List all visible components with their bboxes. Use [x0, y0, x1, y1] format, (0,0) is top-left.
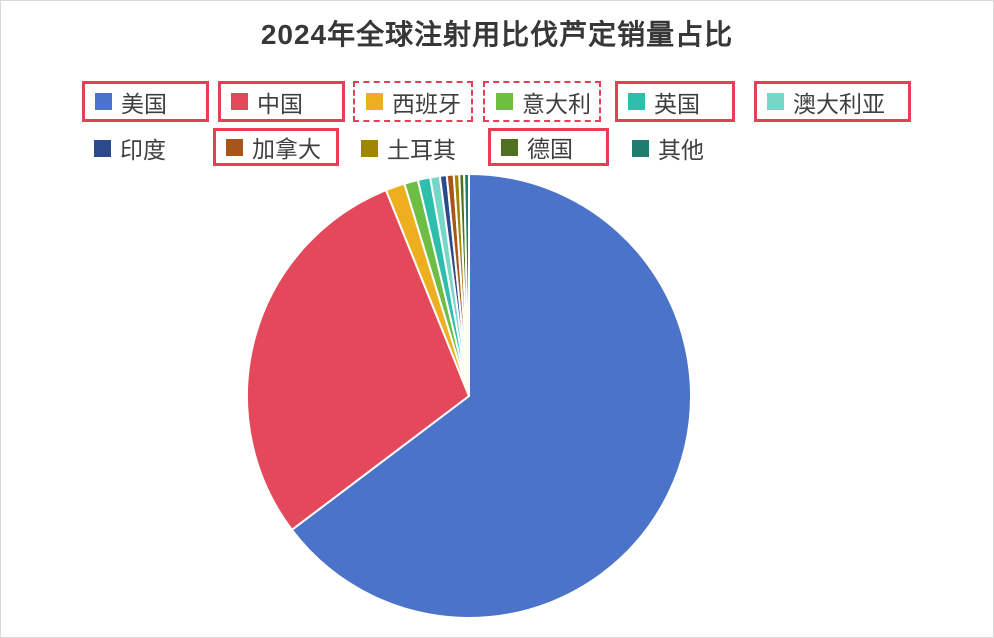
chart-title: 2024年全球注射用比伐芦定销量占比: [260, 19, 734, 50]
legend-label-india: 印度: [120, 137, 166, 163]
legend-label-spain: 西班牙: [392, 90, 461, 117]
legend-label-italy: 意大利: [522, 90, 591, 117]
legend-item-china: 中国: [218, 81, 345, 122]
legend-swatch-spain: [366, 93, 383, 110]
legend-swatch-germany: [501, 138, 518, 156]
legend-label-usa: 美国: [121, 90, 167, 117]
legend-item-india: 印度: [94, 129, 166, 167]
legend-label-turkey: 土耳其: [387, 137, 456, 163]
legend-swatch-uk: [628, 93, 645, 110]
legend-swatch-other: [632, 139, 649, 157]
legend-item-uk: 英国: [615, 81, 735, 122]
legend-item-turkey: 土耳其: [361, 129, 456, 167]
legend-label-uk: 英国: [654, 90, 700, 117]
legend-item-italy: 意大利: [483, 81, 601, 122]
pie-slice-usa: [290, 173, 692, 619]
legend-label-china: 中国: [257, 90, 303, 117]
legend-item-spain: 西班牙: [353, 81, 473, 122]
pie-slice-china: [246, 189, 470, 531]
legend-item-canada: 加拿大: [213, 128, 339, 166]
legend-label-canada: 加拿大: [252, 136, 321, 162]
legend-swatch-canada: [226, 138, 243, 156]
legend-swatch-italy: [496, 93, 513, 110]
legend-label-other: 其他: [658, 137, 704, 163]
legend-item-other: 其他: [632, 129, 704, 167]
legend-swatch-turkey: [361, 139, 378, 157]
legend-label-germany: 德国: [527, 136, 573, 162]
legend-swatch-usa: [95, 93, 112, 110]
chart-legend: 美国 中国 西班牙 意大利 英国 澳大利亚 印度 加拿大: [82, 81, 982, 173]
legend-item-germany: 德国: [488, 128, 609, 166]
pie-slice-other: [463, 172, 470, 397]
legend-item-australia: 澳大利亚: [754, 81, 911, 122]
legend-item-usa: 美国: [82, 81, 209, 122]
pie-chart: [241, 168, 697, 624]
legend-label-australia: 澳大利亚: [793, 90, 885, 117]
legend-swatch-australia: [767, 93, 784, 110]
legend-swatch-china: [231, 93, 248, 110]
legend-swatch-india: [94, 139, 111, 157]
pie-chart-svg: [246, 172, 692, 619]
